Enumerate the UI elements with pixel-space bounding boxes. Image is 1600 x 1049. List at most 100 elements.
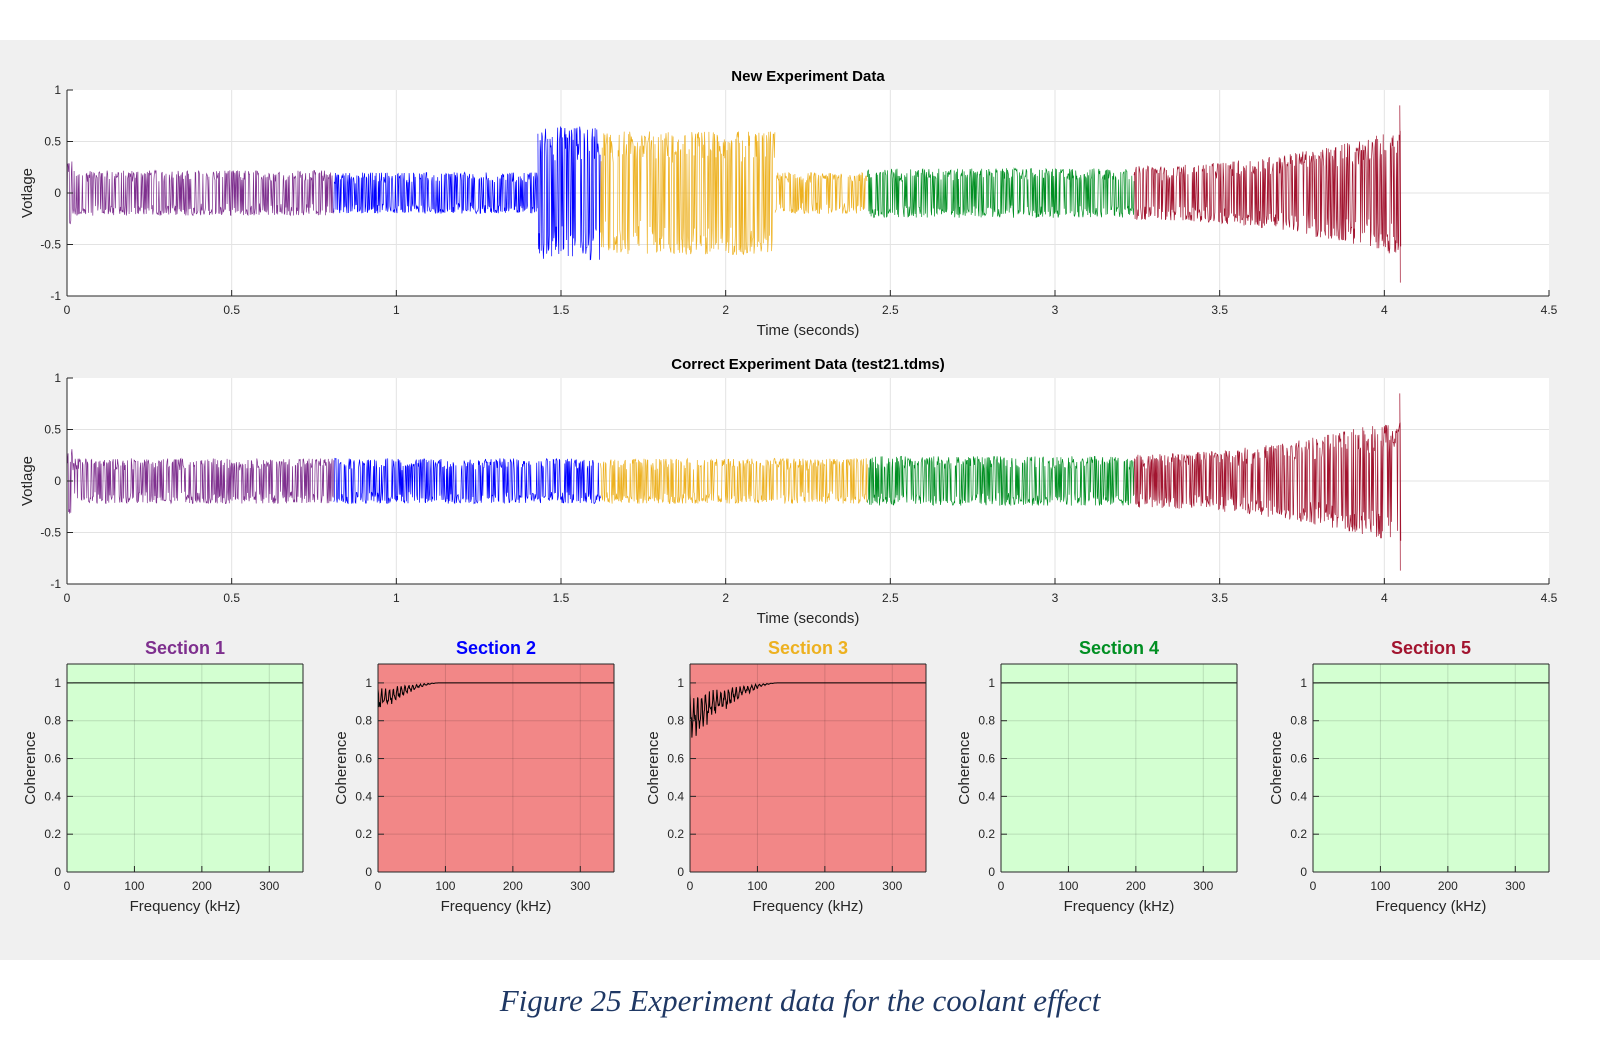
y-tick-label: 0.2: [355, 827, 372, 841]
x-tick-label: 4.5: [1541, 591, 1558, 605]
chart-2: 0 0.5 1 1.5 2 2.5 3 3.5 4 4.5 -1 -0.5 0 0.5 1 Correct E…: [19, 356, 1558, 627]
y-tick-label: 1: [1300, 676, 1307, 690]
x-tick-label: 1.5: [553, 303, 570, 317]
signal-segment-2: [333, 171, 539, 215]
y-axis-label: Coherence: [645, 731, 662, 804]
chart-title: Section 2: [456, 638, 536, 658]
y-tick-label: 0.4: [978, 789, 995, 803]
y-tick-label: -0.5: [40, 526, 61, 540]
x-tick-label: 0: [998, 879, 1005, 893]
y-tick-label: 0.6: [667, 752, 684, 766]
x-axis-label: Frequency (kHz): [1376, 898, 1487, 915]
x-axis-label: Frequency (kHz): [753, 898, 864, 915]
y-axis-label: Coherence: [333, 731, 350, 804]
x-tick-label: 300: [259, 879, 279, 893]
y-tick-label: 1: [988, 676, 995, 690]
x-tick-label: 100: [1370, 879, 1390, 893]
signal-segment-6: [866, 167, 1135, 219]
signal-segment-5: [1133, 393, 1402, 571]
chart-3: 0 100 200 300 0 0.2 0.4 0.6 0.8 1 Section 1 Frequen…: [22, 638, 304, 915]
y-tick-label: 0.5: [44, 135, 61, 149]
x-tick-label: 300: [1193, 879, 1213, 893]
signal-segment-2: [333, 457, 601, 505]
chart-title: Section 1: [145, 638, 225, 658]
x-tick-label: 100: [124, 879, 144, 893]
plot-area: [1313, 664, 1549, 872]
y-tick-label: -1: [50, 289, 61, 303]
x-tick-label: 0.5: [223, 303, 240, 317]
x-tick-label: 200: [1126, 879, 1146, 893]
x-tick-label: 0: [687, 879, 694, 893]
x-tick-label: 300: [1505, 879, 1525, 893]
y-tick-label: 0: [1300, 865, 1307, 879]
y-tick-label: 0.2: [1290, 827, 1307, 841]
y-tick-label: 0.4: [667, 789, 684, 803]
y-tick-label: 0.6: [978, 752, 995, 766]
y-tick-label: 0.2: [667, 827, 684, 841]
x-tick-label: 3.5: [1211, 303, 1228, 317]
plot-area: [378, 664, 614, 872]
y-tick-label: 1: [677, 676, 684, 690]
x-tick-label: 200: [1438, 879, 1458, 893]
x-tick-label: 2: [722, 303, 729, 317]
x-tick-label: 100: [747, 879, 767, 893]
x-tick-label: 300: [570, 879, 590, 893]
x-tick-label: 2: [722, 591, 729, 605]
x-tick-label: 1: [393, 591, 400, 605]
x-tick-label: 100: [435, 879, 455, 893]
y-tick-label: 0: [677, 865, 684, 879]
plot-area: [1001, 664, 1237, 872]
y-tick-label: 0.4: [44, 789, 61, 803]
y-axis-label: Coherence: [956, 731, 973, 804]
y-tick-label: 0.6: [1290, 752, 1307, 766]
y-tick-label: 0.4: [1290, 789, 1307, 803]
y-tick-label: 0: [365, 865, 372, 879]
signal-segment-3: [537, 126, 601, 261]
chart-6: 0 100 200 300 0 0.2 0.4 0.6 0.8 1 Section 4 Frequen…: [956, 638, 1238, 915]
x-tick-label: 3: [1052, 591, 1059, 605]
x-axis-label: Frequency (kHz): [441, 898, 552, 915]
figure-caption: Figure 25 Experiment data for the coolan…: [499, 983, 1101, 1018]
y-tick-label: 0.2: [978, 827, 995, 841]
x-tick-label: 2.5: [882, 303, 899, 317]
x-tick-label: 200: [815, 879, 835, 893]
y-tick-label: 1: [54, 371, 61, 385]
y-axis-label: Coherence: [1268, 731, 1285, 804]
x-tick-label: 0.5: [223, 591, 240, 605]
x-axis-label: Frequency (kHz): [1064, 898, 1175, 915]
signal-segment-4: [600, 131, 776, 256]
y-tick-label: 0.8: [44, 714, 61, 728]
plot-area: [67, 664, 303, 872]
x-tick-label: 0: [64, 879, 71, 893]
chart-1: 0 0.5 1 1.5 2 2.5 3 3.5 4 4.5 -1 -0.5 0 0.5 1 New Exper…: [19, 68, 1558, 339]
y-tick-label: 0: [54, 186, 61, 200]
x-tick-label: 2.5: [882, 591, 899, 605]
y-tick-label: 0.4: [355, 789, 372, 803]
y-tick-label: -0.5: [40, 238, 61, 252]
x-tick-label: 0: [64, 303, 71, 317]
signal-segment-5: [774, 171, 868, 214]
x-tick-label: 100: [1058, 879, 1078, 893]
figure-chart: 0 0.5 1 1.5 2 2.5 3 3.5 4 4.5 -1 -0.5 0 0.5 1 New Exper…: [19, 68, 1558, 915]
chart-title: Correct Experiment Data (test21.tdms): [671, 356, 944, 373]
y-tick-label: 0.5: [44, 423, 61, 437]
y-tick-label: 0.8: [355, 714, 372, 728]
x-axis-label: Time (seconds): [757, 322, 860, 339]
signal-segment-1: [66, 449, 335, 514]
x-tick-label: 4: [1381, 591, 1388, 605]
x-tick-label: 200: [503, 879, 523, 893]
signal-segment-7: [1133, 105, 1402, 283]
y-tick-label: 0.8: [978, 714, 995, 728]
x-tick-label: 300: [882, 879, 902, 893]
chart-5: 0 100 200 300 0 0.2 0.4 0.6 0.8 1 Section 3 Frequen…: [645, 638, 927, 915]
y-tick-label: 0.2: [44, 827, 61, 841]
x-tick-label: 3: [1052, 303, 1059, 317]
x-tick-label: 4: [1381, 303, 1388, 317]
coherence-line: [377, 682, 614, 708]
chart-title: New Experiment Data: [731, 68, 885, 85]
y-tick-label: 0: [54, 474, 61, 488]
chart-title: Section 3: [768, 638, 848, 658]
y-tick-label: 1: [365, 676, 372, 690]
y-tick-label: 0.6: [44, 752, 61, 766]
x-tick-label: 1: [393, 303, 400, 317]
